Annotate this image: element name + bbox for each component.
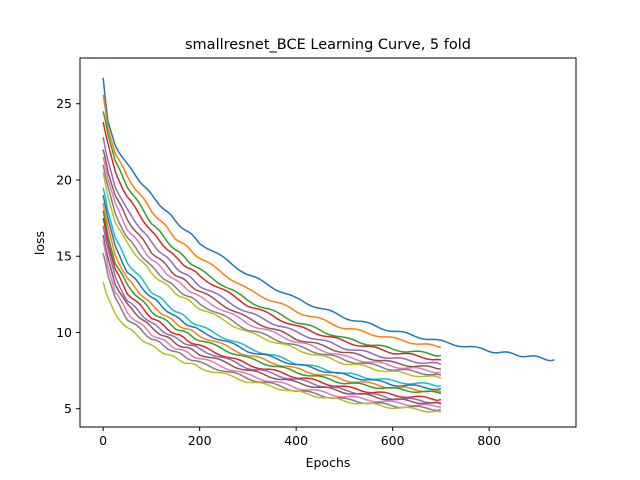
y-tick-label: 20 [56, 172, 72, 187]
x-tick-label: 600 [381, 433, 405, 448]
series-line-13 [102, 210, 442, 395]
x-axis-label: Epochs [306, 455, 351, 470]
series-line-10 [102, 187, 441, 388]
series-line-6 [102, 149, 441, 370]
series-lines [102, 77, 555, 413]
y-tick-label: 10 [56, 325, 72, 340]
x-tick-label: 800 [477, 433, 501, 448]
series-line-5 [102, 137, 442, 366]
series-line-18 [102, 252, 442, 412]
series-line-2 [102, 94, 442, 349]
series-line-8 [102, 164, 442, 376]
series-line-17 [102, 240, 441, 408]
chart-title: smallresnet_BCE Learning Curve, 5 fold [185, 37, 471, 53]
y-axis-ticks: 5 10 15 20 25 [56, 96, 80, 416]
series-line-19 [102, 281, 442, 413]
x-tick-label: 0 [99, 433, 107, 448]
series-line-3 [102, 111, 442, 357]
y-tick-label: 5 [64, 401, 72, 416]
series-line-1 [102, 77, 555, 362]
series-line-14 [102, 217, 442, 402]
y-tick-label: 25 [56, 96, 72, 111]
x-tick-label: 400 [284, 433, 308, 448]
series-line-9 [102, 172, 442, 379]
y-axis-label: loss [32, 231, 47, 255]
x-tick-label: 200 [188, 433, 212, 448]
series-line-7 [102, 156, 442, 374]
series-line-16 [102, 234, 442, 405]
series-line-15 [102, 225, 441, 404]
x-axis-ticks: 0 200 400 600 800 [99, 427, 501, 448]
series-line-4 [102, 121, 441, 361]
plot-frame [79, 57, 577, 428]
plot-background [80, 58, 576, 427]
y-tick-label: 15 [56, 249, 72, 264]
series-line-11 [102, 195, 442, 391]
